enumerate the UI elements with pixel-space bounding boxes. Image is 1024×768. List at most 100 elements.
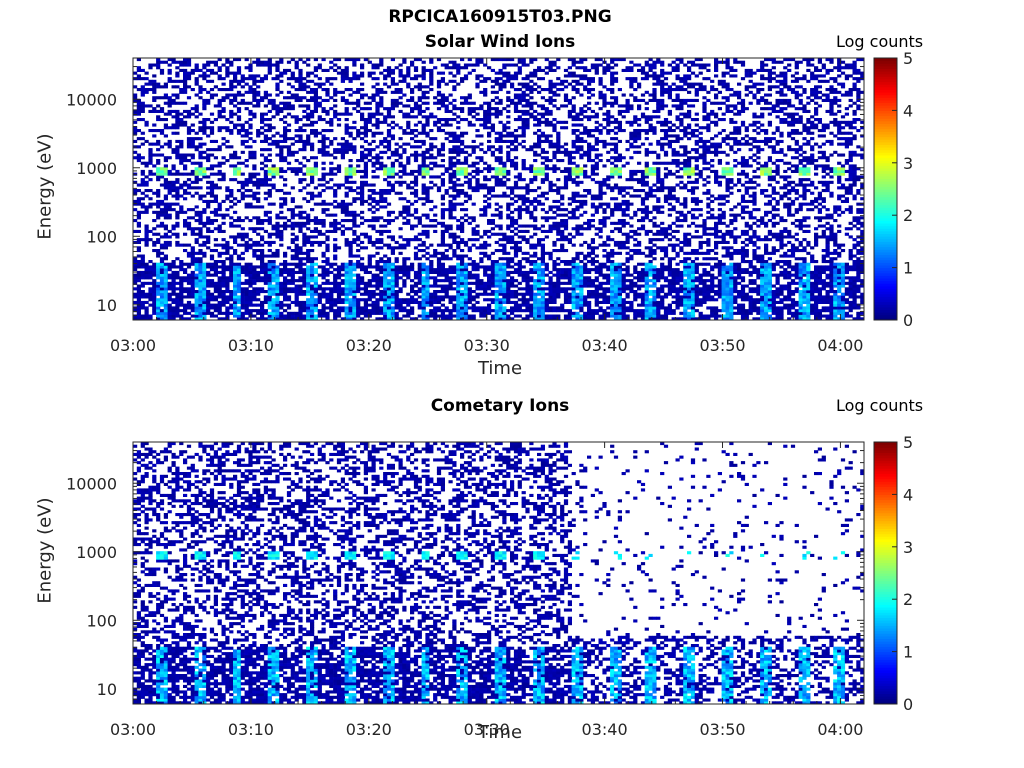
heatmap-cell: [202, 194, 207, 198]
heatmap-cell: [267, 142, 272, 146]
heatmap-cell: [386, 213, 392, 217]
heatmap-cell: [344, 172, 349, 176]
heatmap-cell: [233, 265, 238, 269]
heatmap-cell: [217, 243, 222, 247]
heatmap-cell: [433, 183, 438, 187]
heatmap-cell: [260, 221, 265, 225]
heatmap-cell: [279, 314, 284, 318]
heatmap-cell: [367, 189, 372, 193]
heatmap-cell: [379, 101, 384, 105]
heatmap-cell: [198, 90, 203, 94]
heatmap-cell: [240, 93, 245, 97]
heatmap-cell: [398, 317, 403, 321]
heatmap-cell: [260, 161, 265, 165]
heatmap-cell: [260, 251, 265, 255]
heatmap-cell: [456, 145, 461, 149]
heatmap-cell: [336, 221, 342, 225]
heatmap-cell: [209, 284, 215, 288]
heatmap-cell: [167, 186, 172, 190]
heatmap-cell: [525, 273, 530, 277]
heatmap-cell: [379, 260, 384, 264]
heatmap-cell: [406, 66, 411, 70]
heatmap-cell: [171, 284, 176, 288]
heatmap-cell: [398, 145, 403, 149]
heatmap-cell: [502, 257, 507, 261]
heatmap-cell: [383, 167, 388, 171]
heatmap-cell: [248, 88, 253, 92]
heatmap-cell: [236, 156, 242, 160]
heatmap-cell: [248, 118, 253, 122]
heatmap-cell: [475, 82, 480, 86]
heatmap-cell: [209, 262, 215, 266]
heatmap-cell: [348, 164, 353, 168]
heatmap-cell: [348, 112, 353, 116]
heatmap-cell: [217, 88, 222, 92]
heatmap-cell: [156, 161, 161, 165]
heatmap-cell: [379, 292, 384, 296]
heatmap-cell: [487, 306, 492, 310]
heatmap-cell: [348, 309, 353, 313]
heatmap-cell: [140, 254, 145, 258]
heatmap-cell: [156, 191, 161, 195]
heatmap-cell: [429, 314, 434, 318]
heatmap-cell: [144, 309, 149, 313]
heatmap-cell: [456, 224, 461, 228]
heatmap-cell: [252, 205, 257, 209]
heatmap-cell: [263, 112, 268, 116]
heatmap-cell: [444, 167, 449, 171]
heatmap-cell: [317, 66, 322, 70]
heatmap-cell: [521, 251, 526, 255]
heatmap-cell: [348, 251, 353, 255]
heatmap-cell: [325, 213, 330, 217]
heatmap-cell: [502, 63, 507, 67]
heatmap-cell: [152, 63, 157, 67]
heatmap-cell: [321, 145, 326, 149]
heatmap-cell: [463, 309, 469, 313]
heatmap-cell: [383, 77, 388, 81]
heatmap-cell: [506, 298, 511, 302]
heatmap-cell: [436, 120, 442, 124]
heatmap-cell: [279, 273, 284, 277]
heatmap-cell: [410, 63, 415, 67]
heatmap-cell: [490, 276, 495, 280]
heatmap-cell: [425, 189, 430, 193]
heatmap-cell: [494, 82, 499, 86]
heatmap-cell: [186, 74, 192, 78]
heatmap-cell: [198, 96, 203, 100]
heatmap-cell: [325, 295, 330, 299]
heatmap-cell: [487, 66, 492, 70]
heatmap-cell: [440, 240, 445, 244]
heatmap-cell: [483, 306, 488, 310]
heatmap-cell: [260, 112, 265, 116]
heatmap-cell: [225, 246, 230, 250]
heatmap-cell: [383, 137, 388, 141]
heatmap-cell: [383, 260, 388, 264]
heatmap-cell: [487, 169, 492, 173]
heatmap-cell: [506, 153, 511, 157]
heatmap-cell: [525, 238, 530, 242]
heatmap-cell: [452, 249, 457, 253]
heatmap-cell: [394, 66, 399, 70]
heatmap-cell: [279, 145, 284, 149]
heatmap-cell: [371, 66, 376, 70]
heatmap-cell: [240, 257, 245, 261]
heatmap-cell: [360, 118, 365, 122]
heatmap-cell: [206, 309, 211, 313]
heatmap-cell: [506, 257, 511, 261]
heatmap-cell: [340, 79, 345, 83]
heatmap-cell: [502, 292, 507, 296]
heatmap-cell: [406, 172, 411, 176]
heatmap-cell: [252, 82, 257, 86]
heatmap-cell: [448, 180, 453, 184]
heatmap-cell: [363, 134, 368, 138]
heatmap-cell: [413, 134, 419, 138]
heatmap-cell: [156, 238, 161, 242]
heatmap-cell: [379, 90, 384, 94]
heatmap-cell: [190, 68, 195, 72]
heatmap-cell: [209, 268, 215, 272]
heatmap-cell: [202, 276, 207, 280]
heatmap-cell: [425, 90, 430, 94]
heatmap-cell: [294, 243, 299, 247]
heatmap-cell: [490, 153, 495, 157]
heatmap-cell: [183, 303, 188, 307]
